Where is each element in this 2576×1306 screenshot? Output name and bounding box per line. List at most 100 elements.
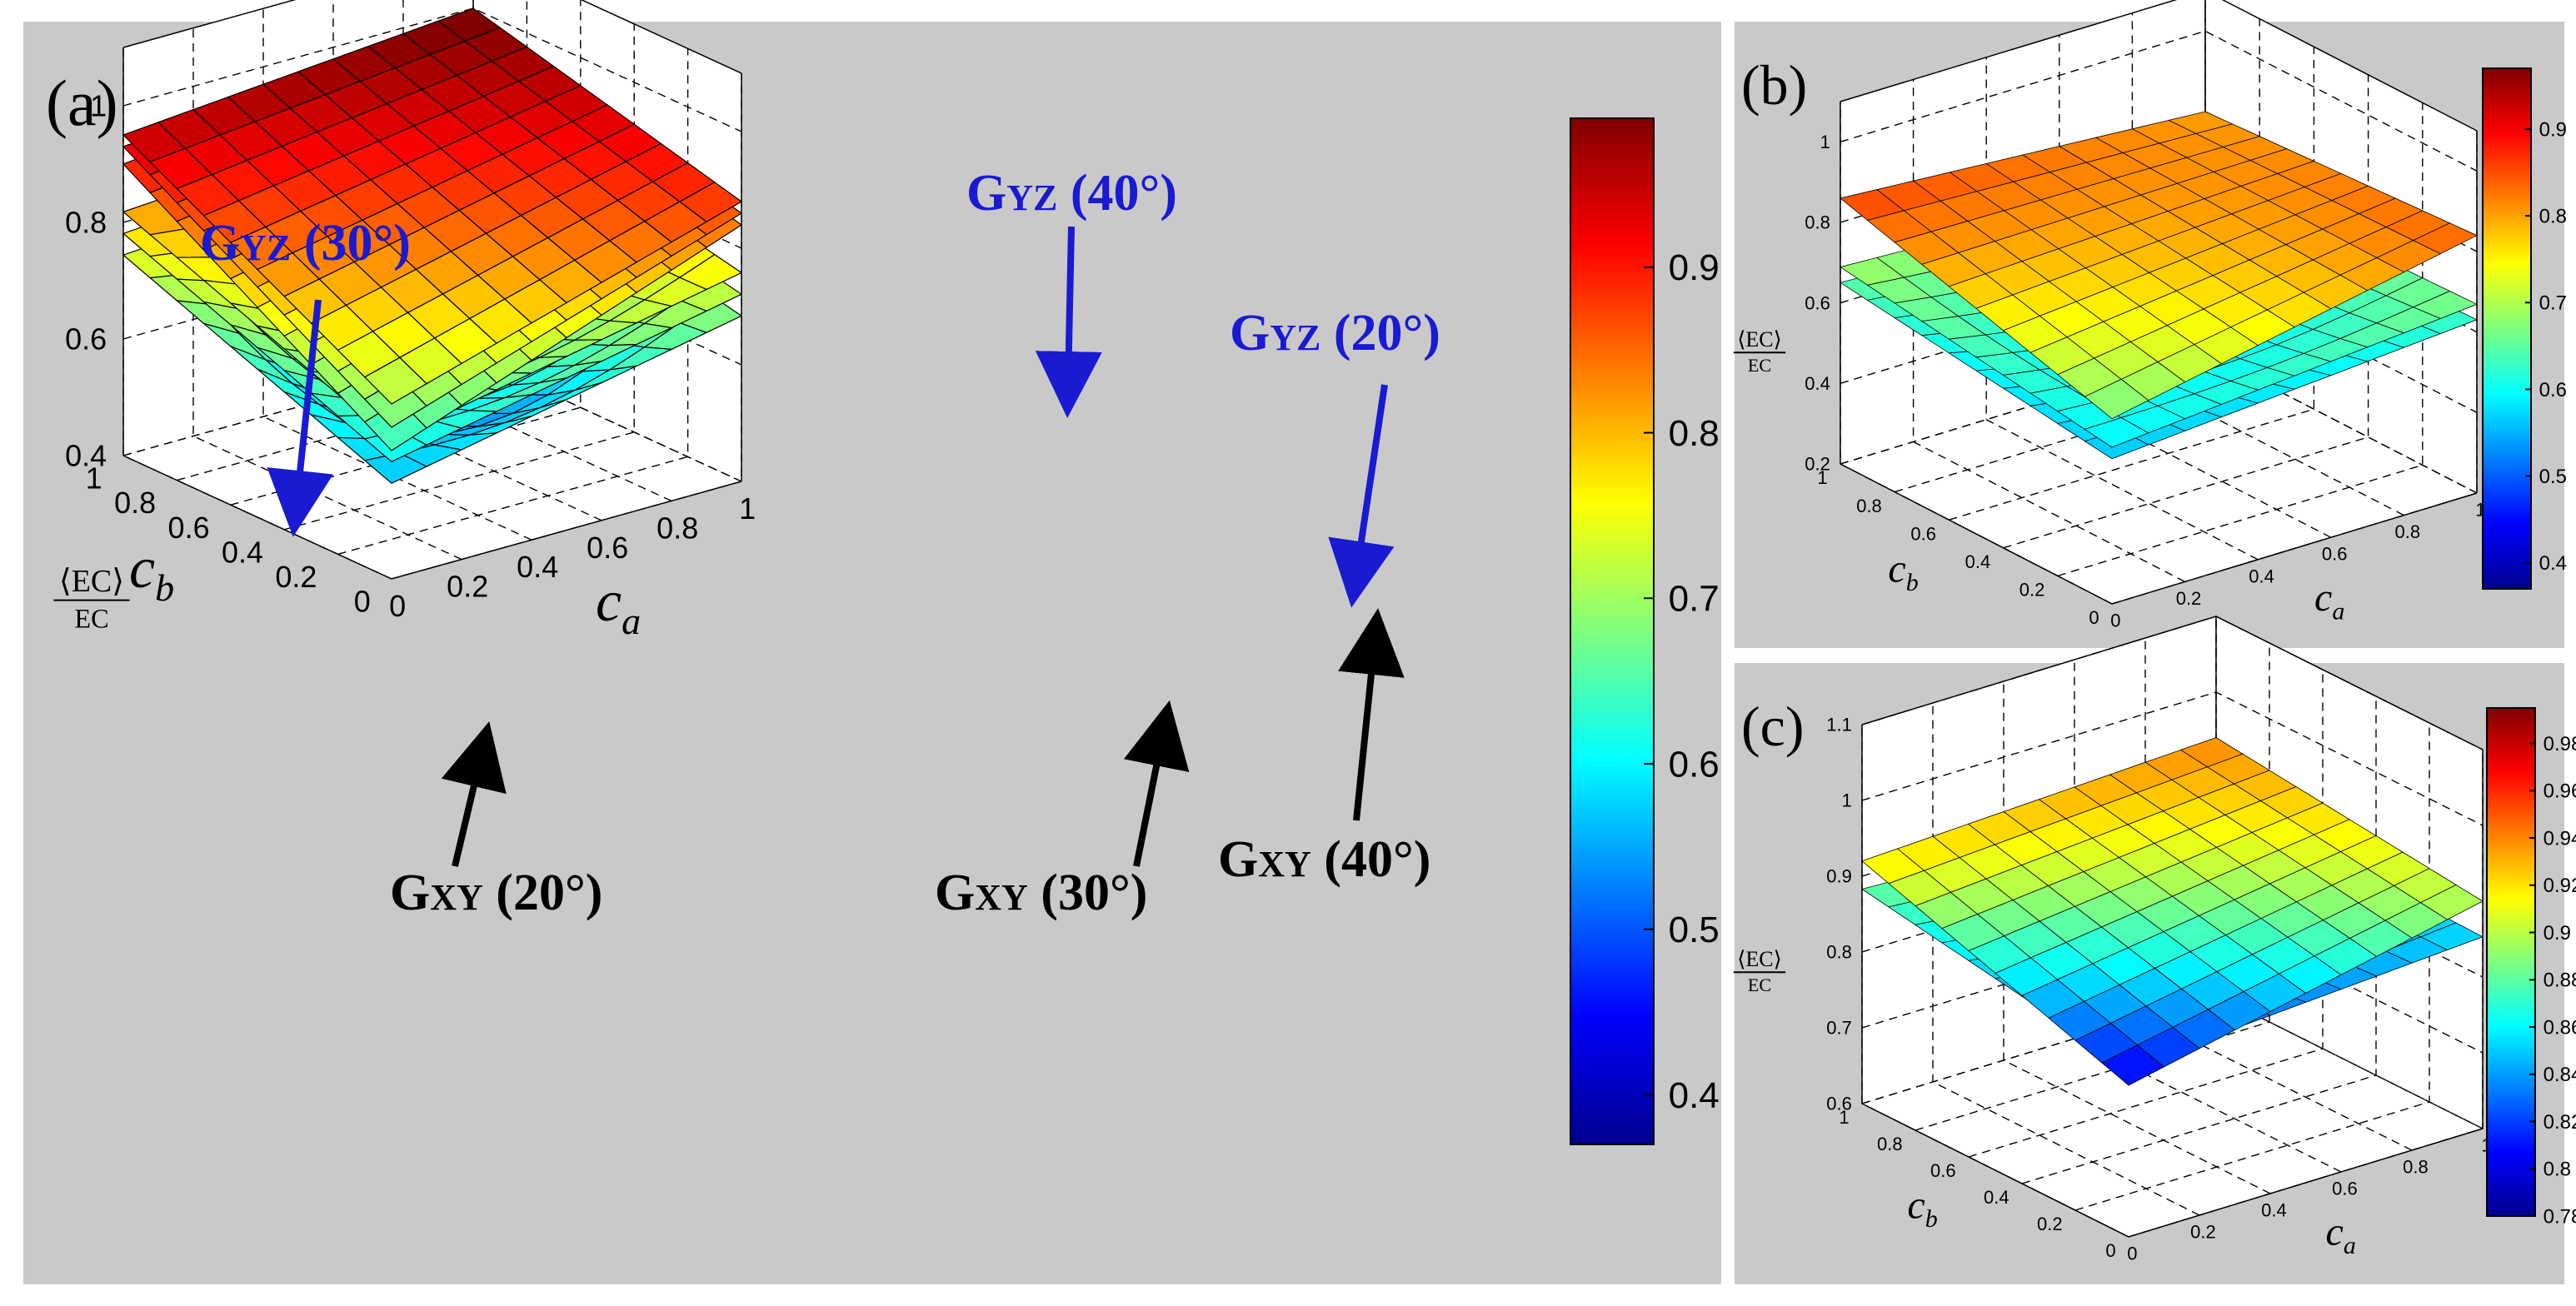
- colorbar-tick-label: 0.92: [2544, 875, 2576, 897]
- x-tick-label: 1: [739, 491, 756, 526]
- z-axis-label-bottom: EC: [1748, 975, 1771, 995]
- colorbar-tick-label: 0.9: [1669, 247, 1720, 288]
- grid-line-y: [284, 23, 635, 531]
- grid-line-z: [1840, 352, 2478, 494]
- annotations-a: GYZ (30°) GYZ (40°) GYZ (20°) GXY (20°) …: [200, 165, 1440, 921]
- x-tick-label: 0.2: [2176, 588, 2202, 609]
- y-tick-label: 0.8: [1856, 496, 1882, 516]
- z-tick-label: 1: [1842, 790, 1852, 811]
- colorbar-tick-label: 0.9: [2539, 118, 2567, 141]
- z-tick-label: 0.8: [1805, 212, 1830, 233]
- x-tick-label: 0.8: [2403, 1157, 2429, 1178]
- annotation-gxy-20: GXY (20°): [390, 865, 602, 921]
- z-tick-label: 0.7: [1826, 1018, 1852, 1039]
- y-tick-label: 0.6: [1930, 1160, 1956, 1181]
- z-tick-label: 0.2: [1805, 454, 1830, 475]
- box-edge: [1840, 463, 2478, 605]
- colorbar-tick-label: 0.4: [2539, 552, 2567, 575]
- panel-label: (b): [1741, 53, 1807, 117]
- annotation-arrow-gyz-40: [1035, 226, 1102, 418]
- x-tick-label: 0.8: [656, 511, 698, 545]
- annotation-gyz-20: GYZ (20°): [1230, 305, 1440, 361]
- x-tick-label: 0.6: [2332, 1179, 2358, 1199]
- colorbar-tick-label: 0.78: [2544, 1205, 2576, 1228]
- annotation-arrow-gyz-20: [1328, 384, 1395, 608]
- z-tick-label: 1.1: [1826, 715, 1852, 735]
- y-axis-label: cb: [1907, 1184, 1937, 1234]
- surface-upper: [1840, 111, 2478, 420]
- grid-line-z: [1840, 272, 2478, 413]
- colorbar-tick-label: 0.8: [1669, 413, 1720, 454]
- annotation-arrow-gyz-30: [267, 299, 333, 537]
- colorbar: [1570, 117, 1655, 1145]
- colorbar-tick-label: 0.7: [2539, 292, 2567, 315]
- colorbar-tick-label: 0.82: [2544, 1111, 2576, 1134]
- surface-patch: [2084, 417, 2149, 448]
- surface-patch: [2101, 1044, 2165, 1086]
- colorbar-tick-label: 0.4: [1669, 1075, 1720, 1116]
- panel-b: 00.20.40.60.8100.20.40.60.810.20.40.60.8…: [1733, 0, 2567, 631]
- colorbar-tick-label: 0.9: [2544, 922, 2571, 945]
- box-edge: [122, 455, 742, 580]
- surface-upper: [1861, 737, 2484, 1086]
- colorbar-tick-label: 0.5: [1669, 910, 1720, 950]
- grid-line-y: [2021, 696, 2377, 1184]
- annotation-gyz-30: GYZ (30°): [200, 215, 411, 272]
- panel-label: (a): [46, 67, 118, 139]
- annotation-gxy-40: GXY (40°): [1218, 831, 1430, 888]
- y-tick-label: 0.6: [1910, 523, 1936, 544]
- floor: [1862, 995, 2483, 1237]
- y-axis-label: cb: [129, 536, 174, 609]
- annotation-arrow-gxy-20: [441, 721, 507, 867]
- colorbar-tick-label: 0.8: [2539, 205, 2567, 227]
- z-tick-label: 0.4: [1805, 373, 1830, 394]
- x-tick-label: 0: [2110, 611, 2120, 631]
- x-tick-label: 0: [389, 589, 406, 623]
- colorbar-tick-label: 0.94: [2544, 827, 2576, 850]
- z-tick-label: 0.8: [65, 206, 107, 240]
- z-axis-label-top: ⟨EC⟩: [59, 564, 124, 599]
- surface-patch: [363, 356, 427, 405]
- x-tick-label: 0.2: [2190, 1222, 2216, 1243]
- x-axis-label: ca: [2326, 1209, 2356, 1259]
- z-tick-label: 0.8: [1826, 942, 1852, 963]
- z-tick-label: 0.6: [1805, 292, 1830, 313]
- y-tick-label: 1: [86, 461, 102, 496]
- z-axis-label-top: ⟨EC⟩: [1737, 327, 1782, 351]
- box-edge: [122, 0, 742, 74]
- colorbar-tick-label: 0.8: [2544, 1159, 2571, 1181]
- grid-line-z: [1840, 30, 2478, 172]
- z-axis-label-bottom: EC: [74, 604, 108, 634]
- grid-line-y: [337, 48, 689, 556]
- colorbar-tick-label: 0.6: [1669, 744, 1720, 785]
- z-tick-label: 1: [90, 89, 107, 123]
- colorbar-tick-label: 0.86: [2544, 1016, 2576, 1039]
- colorbar-tick-label: 0.7: [1669, 579, 1720, 620]
- z-axis-label-bottom: EC: [1748, 355, 1771, 376]
- grid-line-x: [1985, 57, 2259, 561]
- y-tick-label: 0.8: [1877, 1134, 1903, 1154]
- x-tick-label: 0.8: [2395, 521, 2421, 542]
- surface-g-yz-40-: [122, 7, 743, 405]
- annotation-arrow-gxy-40: [1338, 608, 1405, 821]
- z-axis-label-top: ⟨EC⟩: [1737, 947, 1782, 971]
- grid-line-z: [122, 7, 742, 132]
- annotation-gxy-30: GXY (30°): [935, 865, 1147, 921]
- y-tick-label: 0.4: [1965, 551, 1991, 572]
- grid-line-y: [2074, 723, 2430, 1211]
- y-tick-label: 0.8: [114, 486, 156, 520]
- colorbar-tick-label: 0.84: [2544, 1064, 2576, 1086]
- y-tick-label: 0.4: [1984, 1187, 2009, 1208]
- y-tick-label: 0.2: [2037, 1214, 2063, 1234]
- x-axis-label: ca: [596, 570, 641, 642]
- grid-line-y: [230, 0, 582, 506]
- colorbar: [2482, 67, 2532, 590]
- y-tick-label: 1: [1839, 1107, 1849, 1128]
- colorbar-tick-label: 0.5: [2539, 466, 2567, 488]
- z-tick-label: 0.9: [1826, 866, 1852, 887]
- y-tick-label: 0: [2105, 1240, 2115, 1261]
- y-tick-label: 0.2: [2019, 580, 2045, 601]
- z-tick-label: 1: [1820, 132, 1830, 152]
- x-tick-label: 0: [2127, 1244, 2137, 1264]
